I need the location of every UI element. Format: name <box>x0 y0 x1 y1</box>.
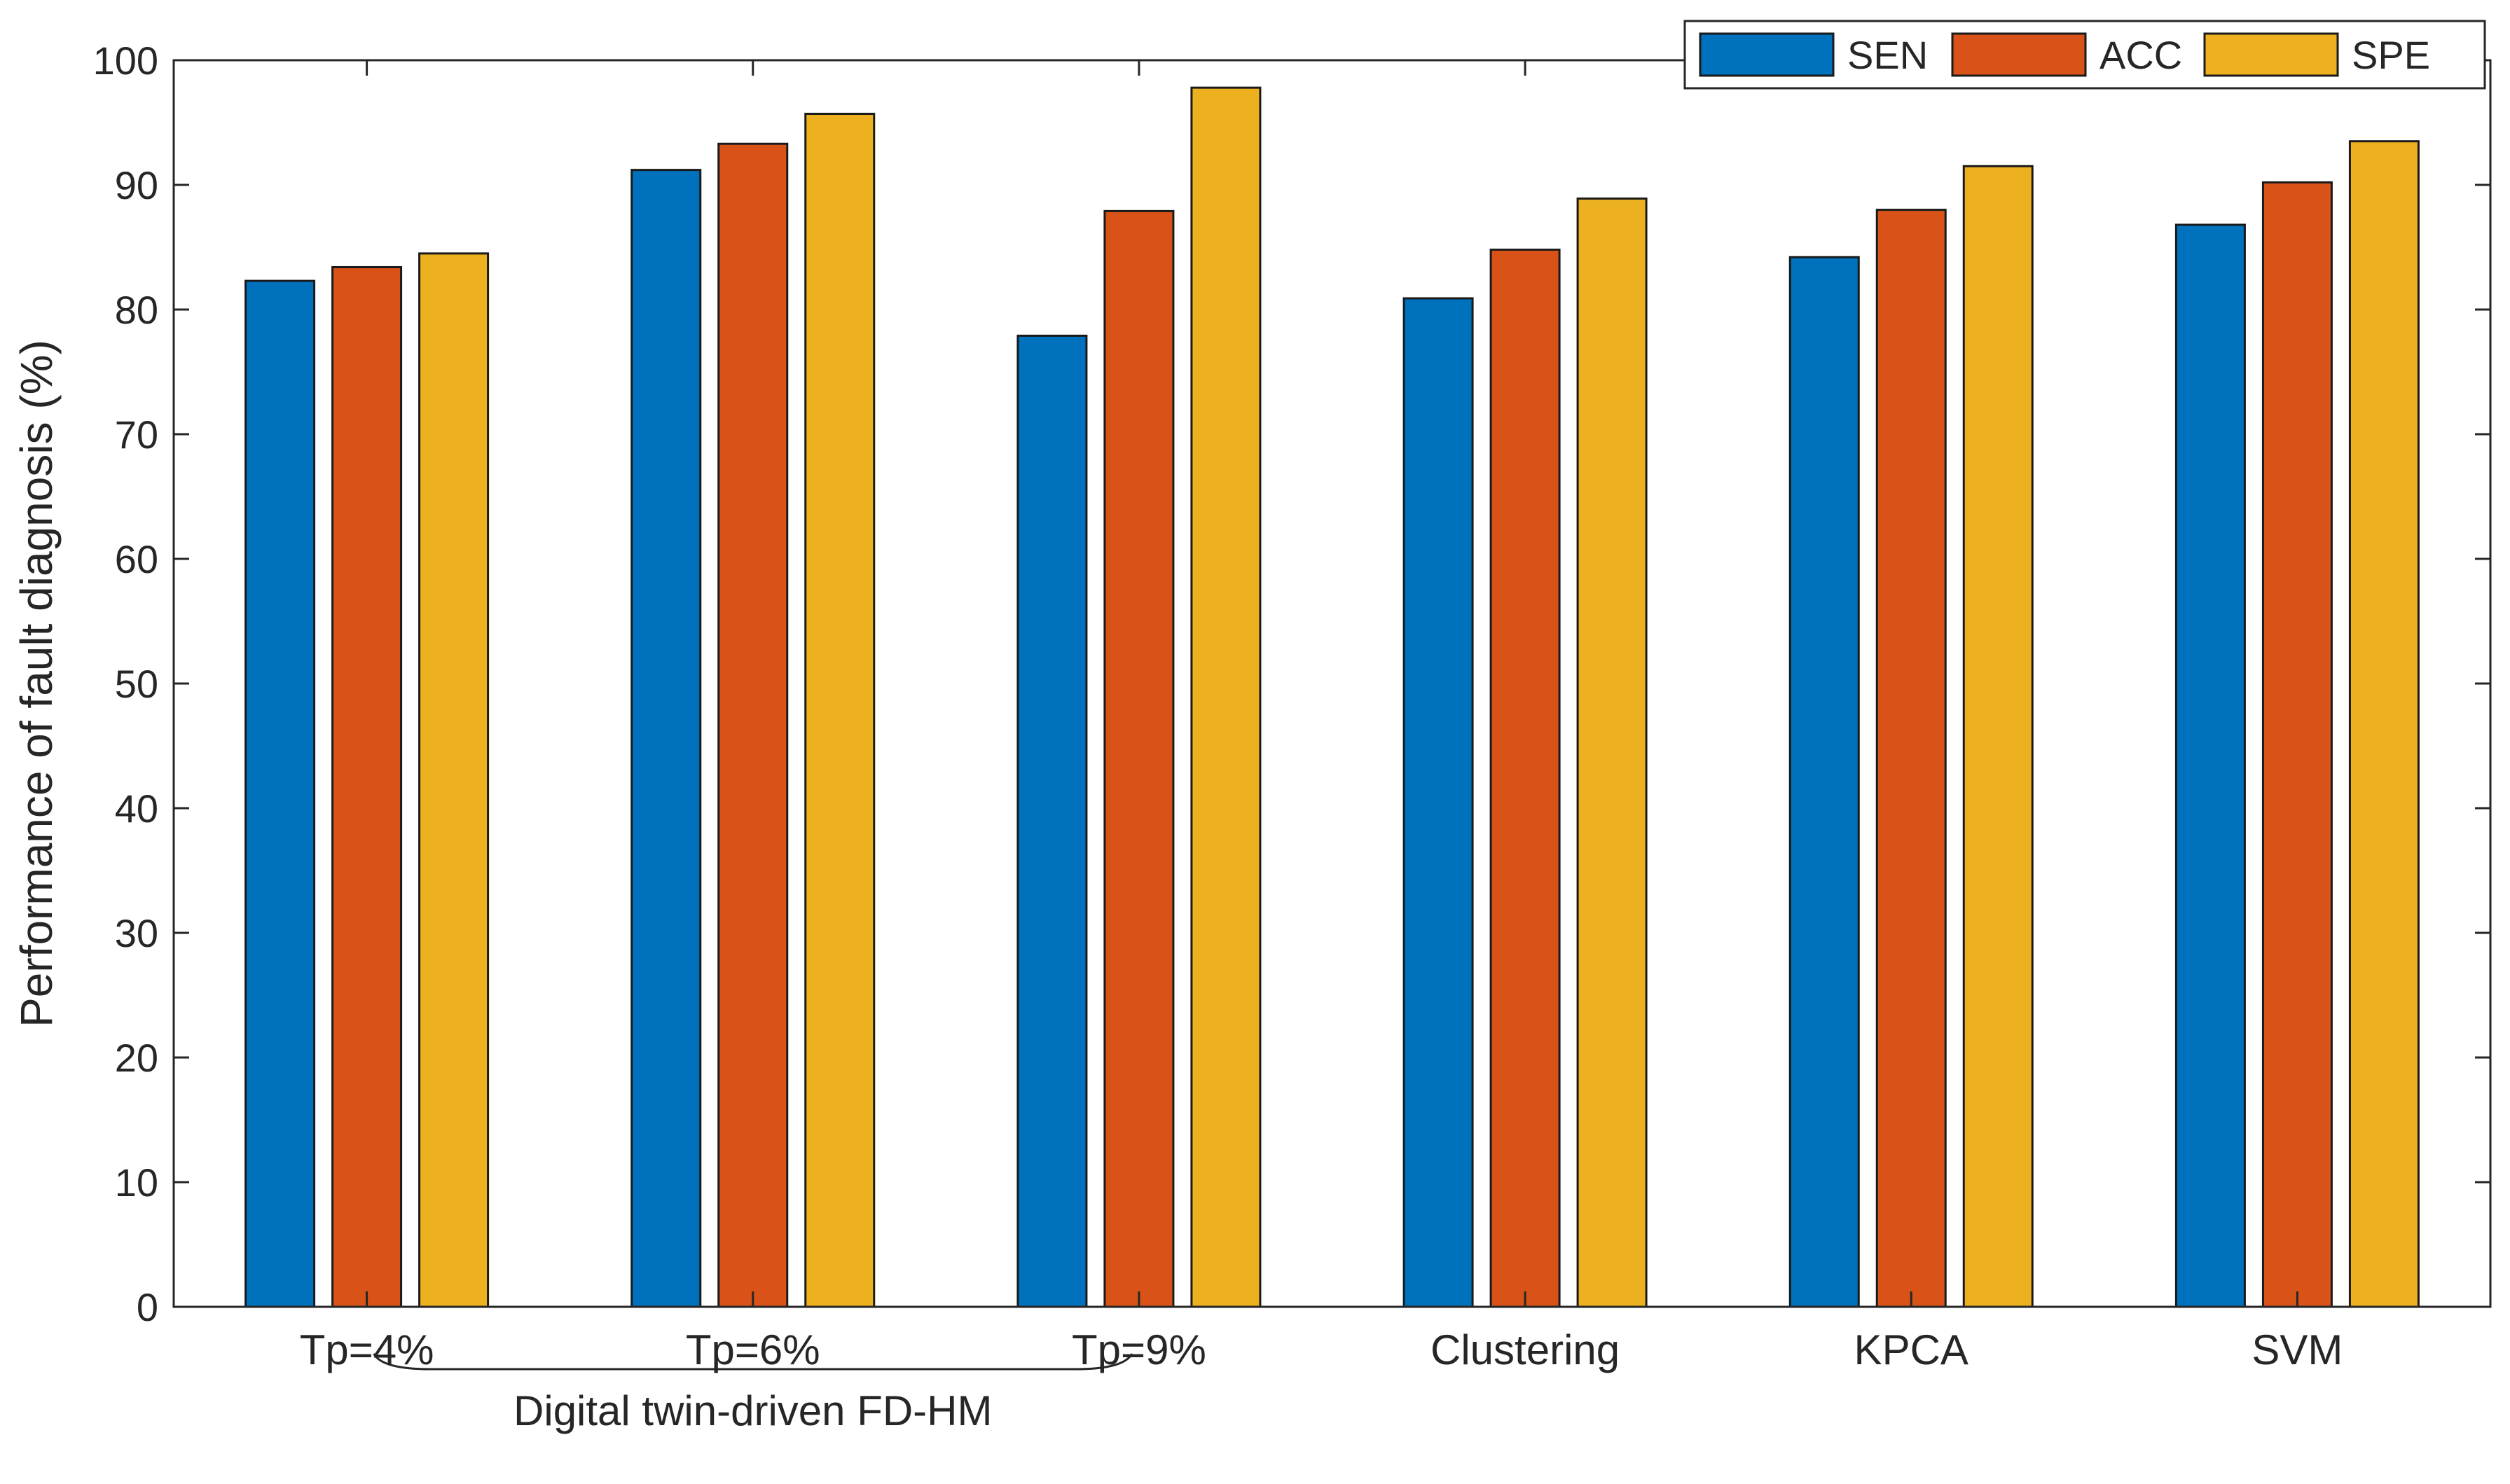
bar-sen-1 <box>244 279 316 1308</box>
bar-spe-4 <box>1576 197 1648 1308</box>
y-tick-label: 30 <box>115 911 158 955</box>
bar-spe-1 <box>418 252 490 1308</box>
y-tick-label: 40 <box>115 786 158 831</box>
bar-acc-5 <box>1875 209 1947 1308</box>
legend-swatch-spe <box>2203 32 2339 77</box>
plot-frame <box>172 59 2492 1308</box>
bar-sen-4 <box>1402 297 1474 1308</box>
bar-acc-1 <box>331 265 403 1308</box>
y-tick-label: 0 <box>137 1285 158 1329</box>
bar-sen-2 <box>630 169 702 1308</box>
bars-layer <box>244 86 2420 1308</box>
bar-spe-5 <box>1962 165 2034 1308</box>
legend-label-spe: SPE <box>2352 33 2430 77</box>
y-tick-label: 10 <box>115 1160 158 1205</box>
legend-label-sen: SEN <box>1847 33 1928 77</box>
y-tick-label: 50 <box>115 662 158 706</box>
bar-spe-6 <box>2348 140 2420 1308</box>
y-axis-title: Performance of fault diagnosis (%) <box>11 340 62 1027</box>
labels-layer: Performance of fault diagnosis (%) Digit… <box>11 39 2343 1434</box>
x-tick-label: SVM <box>2252 1326 2343 1373</box>
legend-label-acc: ACC <box>2099 33 2182 77</box>
bar-spe-2 <box>804 113 876 1308</box>
bar-acc-2 <box>717 142 789 1308</box>
bar-acc-6 <box>2261 181 2333 1308</box>
legend-swatch-acc <box>1951 32 2087 77</box>
y-tick-label: 70 <box>115 412 158 457</box>
y-tick-label: 100 <box>93 39 158 83</box>
x-tick-label: Tp=4% <box>300 1326 434 1373</box>
y-tick-label: 60 <box>115 537 158 581</box>
x-tick-label: Clustering <box>1430 1326 1620 1373</box>
y-tick-label: 20 <box>115 1036 158 1080</box>
bar-acc-4 <box>1489 249 1561 1308</box>
group-brace <box>373 1353 1133 1371</box>
bar-sen-5 <box>1788 256 1860 1308</box>
bar-sen-6 <box>2174 223 2246 1308</box>
bar-acc-3 <box>1103 209 1175 1308</box>
y-tick-label: 90 <box>115 163 158 207</box>
legend[interactable]: SEN ACC SPE <box>1683 20 2486 90</box>
x-tick-label: Tp=9% <box>1072 1326 1206 1373</box>
group-label: Digital twin-driven FD-HM <box>513 1387 992 1434</box>
y-tick-label: 80 <box>115 288 158 332</box>
x-tick-label: Tp=6% <box>686 1326 820 1373</box>
bar-spe-3 <box>1190 86 1262 1308</box>
legend-swatch-sen <box>1699 32 1835 77</box>
x-tick-label: KPCA <box>1854 1326 1968 1373</box>
bar-sen-3 <box>1016 334 1088 1308</box>
axes-layer <box>172 59 2492 1308</box>
